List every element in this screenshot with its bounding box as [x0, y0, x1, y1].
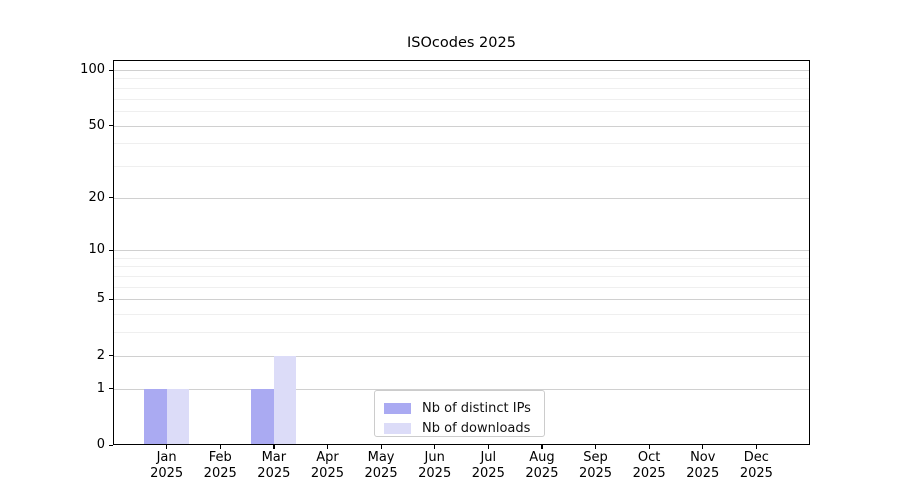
legend: Nb of distinct IPs Nb of downloads — [374, 390, 545, 437]
y-tick-label: 1 — [96, 380, 105, 396]
gridline-major — [114, 70, 809, 71]
bar-downloads — [273, 355, 297, 444]
gridline-major — [114, 125, 809, 127]
x-tick-label: Mar 2025 — [242, 450, 306, 481]
x-tick-mark — [380, 445, 382, 449]
x-tick-label: Jan 2025 — [135, 450, 199, 481]
legend-item-downloads: Nb of downloads — [384, 418, 536, 438]
gridline-minor — [114, 257, 809, 259]
gridline-minor — [114, 165, 809, 167]
gridline-major — [114, 355, 809, 357]
gridline-minor — [114, 332, 809, 334]
x-tick-mark — [326, 445, 329, 449]
gridline-major — [114, 197, 809, 199]
gridline-minor — [114, 276, 809, 278]
x-tick-year: 2025 — [686, 465, 720, 481]
x-tick-year: 2025 — [471, 465, 505, 481]
chart-title: ISOcodes 2025 — [407, 35, 516, 51]
x-tick-mark — [541, 445, 543, 449]
x-tick-month: Aug — [529, 450, 555, 465]
y-tick-label: 100 — [80, 62, 105, 77]
x-tick-month: May — [367, 450, 395, 465]
x-tick-mark — [166, 445, 168, 449]
bar-distinct-ips — [251, 388, 274, 444]
bar-downloads — [166, 388, 190, 444]
x-tick-mark — [702, 445, 704, 449]
x-tick-year: 2025 — [578, 465, 613, 481]
x-tick-year: 2025 — [739, 465, 773, 481]
x-tick-mark — [648, 445, 650, 449]
x-tick-year: 2025 — [257, 465, 291, 481]
plot-area — [113, 60, 810, 445]
x-tick-mark — [434, 445, 436, 449]
gridline-minor — [114, 98, 809, 100]
y-tick-label: 2 — [96, 347, 105, 363]
legend-label-distinct-ips: Nb of distinct IPs — [422, 400, 531, 416]
y-tick-label: 20 — [88, 189, 105, 205]
gridline-minor — [114, 87, 809, 89]
y-tick-mark — [109, 249, 113, 251]
gridline-minor — [114, 143, 809, 145]
gridline-major — [114, 299, 809, 301]
legend-label-downloads: Nb of downloads — [422, 420, 531, 436]
gridline-minor — [114, 286, 809, 288]
x-tick-label: Aug 2025 — [510, 450, 574, 481]
x-tick-label: Apr 2025 — [295, 450, 359, 481]
x-tick-month: Jul — [480, 450, 497, 465]
y-tick-mark — [109, 355, 113, 357]
x-tick-month: Oct — [637, 450, 661, 465]
x-tick-year: 2025 — [310, 465, 344, 481]
x-tick-year: 2025 — [525, 465, 559, 481]
x-tick-year: 2025 — [150, 465, 184, 481]
x-tick-year: 2025 — [418, 465, 452, 481]
y-tick-mark — [109, 125, 113, 127]
gridline-minor — [114, 314, 809, 316]
x-tick-month: Nov — [690, 450, 716, 465]
x-tick-label: Oct 2025 — [617, 450, 681, 481]
x-tick-year: 2025 — [632, 465, 666, 481]
x-tick-mark — [595, 445, 597, 449]
gridline-minor — [114, 110, 809, 112]
x-tick-month: Sep — [583, 450, 608, 465]
y-tick-mark — [109, 444, 113, 446]
bar-distinct-ips — [144, 388, 167, 444]
y-tick-mark — [109, 388, 113, 390]
y-tick-mark — [109, 197, 113, 199]
legend-item-distinct-ips: Nb of distinct IPs — [384, 398, 536, 418]
x-tick-month: Mar — [261, 450, 287, 465]
legend-swatch-downloads-icon — [384, 422, 411, 434]
x-tick-label: Jul 2025 — [456, 450, 520, 481]
x-tick-mark — [273, 445, 275, 449]
gridline-minor — [114, 78, 809, 80]
x-tick-mark — [755, 445, 758, 449]
y-tick-label: 0 — [96, 437, 105, 452]
x-tick-mark — [219, 445, 221, 449]
x-tick-month: Jun — [424, 450, 445, 465]
x-tick-month: Jan — [156, 450, 177, 465]
x-tick-label: Nov 2025 — [671, 450, 735, 481]
y-tick-label: 10 — [88, 242, 105, 258]
y-tick-label: 50 — [88, 117, 105, 133]
x-tick-year: 2025 — [364, 465, 398, 481]
legend-swatch-distinct-ips-icon — [384, 402, 411, 414]
gridline-major — [114, 250, 809, 252]
x-tick-year: 2025 — [203, 465, 237, 481]
x-tick-month: Feb — [208, 450, 232, 465]
y-tick-label: 5 — [96, 291, 105, 307]
x-tick-label: May 2025 — [349, 450, 413, 481]
x-tick-label: Dec 2025 — [724, 450, 788, 481]
x-tick-month: Apr — [316, 450, 339, 465]
gridline-minor — [114, 266, 809, 268]
x-tick-label: Feb 2025 — [188, 450, 252, 481]
x-tick-label: Jun 2025 — [403, 450, 467, 481]
y-tick-mark — [109, 298, 113, 301]
y-tick-mark — [109, 69, 113, 71]
x-tick-mark — [487, 445, 489, 449]
x-tick-label: Sep 2025 — [564, 450, 628, 481]
x-tick-month: Dec — [743, 450, 769, 465]
gridline-major — [114, 388, 809, 390]
